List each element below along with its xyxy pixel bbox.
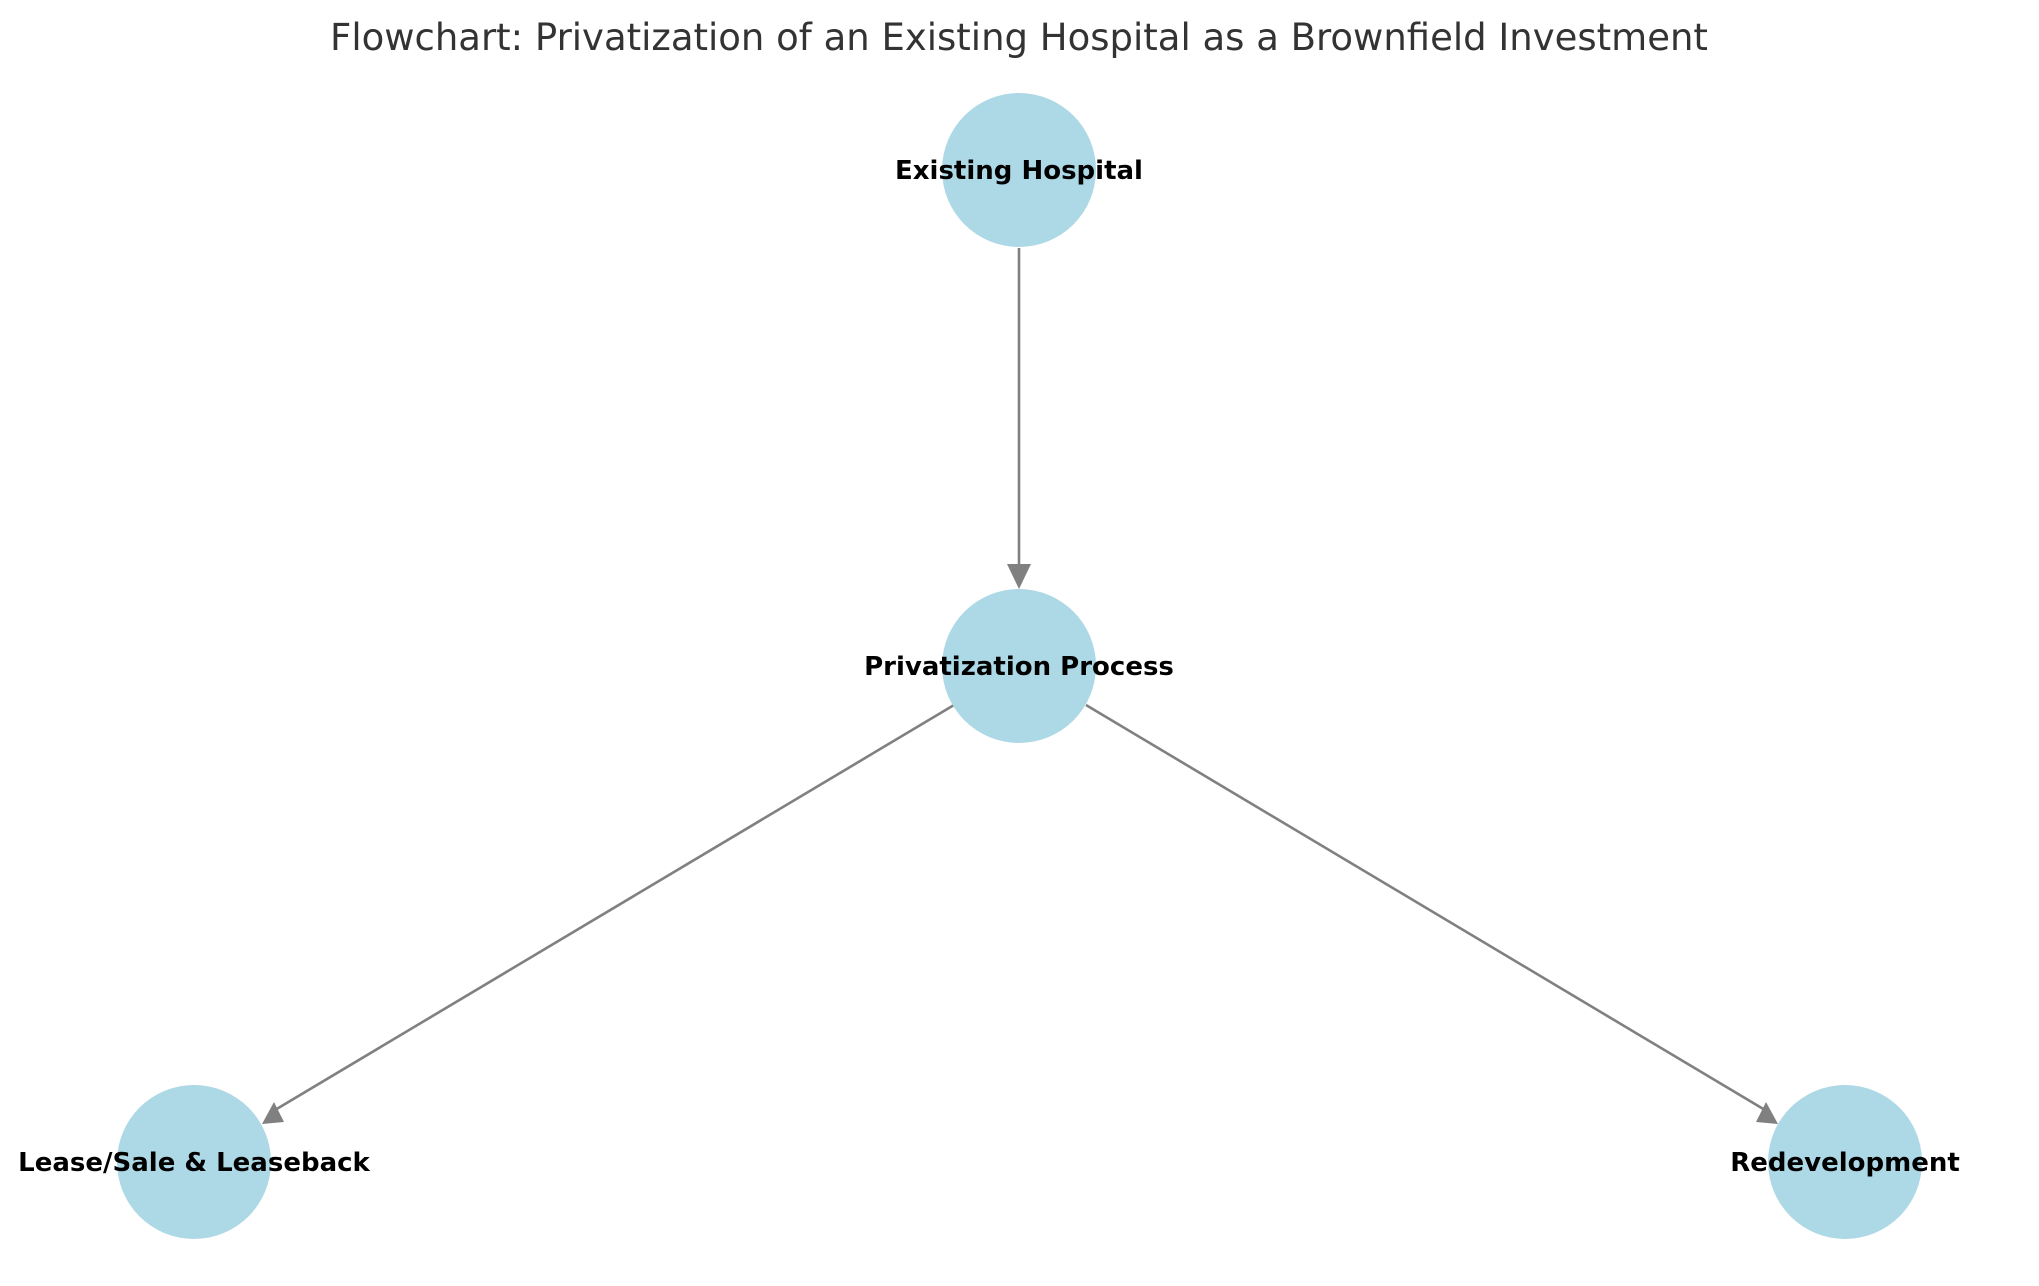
arrow-head-icon (1756, 1102, 1778, 1124)
arrow-head-icon (1007, 564, 1031, 589)
edge-existing-to-process (1007, 248, 1031, 589)
node-privatization-process: Privatization Process (864, 589, 1174, 743)
chart-title: Flowchart: Privatization of an Existing … (330, 16, 1708, 59)
node-label: Existing Hospital (895, 156, 1143, 186)
node-label: Redevelopment (1730, 1148, 1960, 1178)
node-label: Lease/Sale & Leaseback (18, 1148, 370, 1178)
node-redevelopment: Redevelopment (1730, 1085, 1960, 1239)
arrow-head-icon (262, 1102, 284, 1124)
node-lease-sale-leaseback: Lease/Sale & Leaseback (18, 1085, 371, 1239)
node-existing-hospital: Existing Hospital (895, 93, 1143, 247)
edge-process-to-lease (262, 703, 955, 1124)
node-label: Privatization Process (864, 652, 1174, 682)
edge-process-to-redevelopment (1085, 703, 1778, 1124)
